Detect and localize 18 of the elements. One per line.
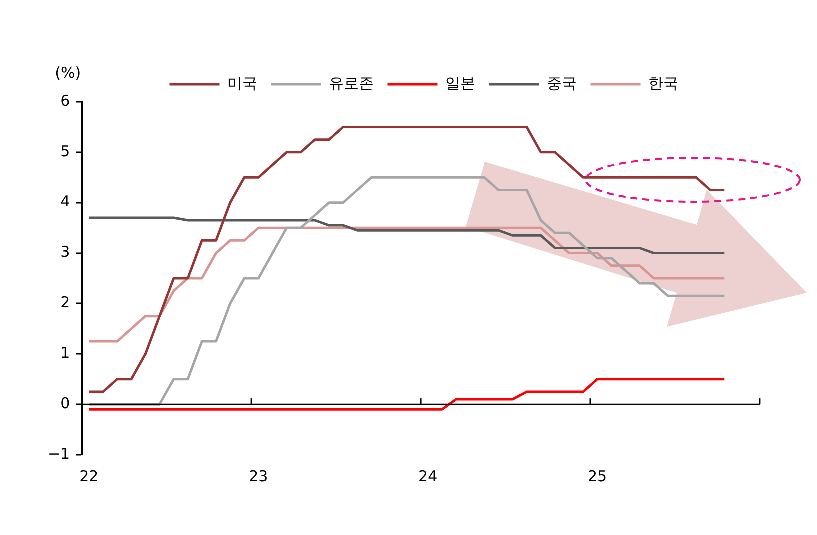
legend-label: 미국	[227, 74, 258, 92]
legend-label: 한국	[648, 74, 678, 92]
x-tick-label: 24	[418, 467, 438, 486]
y-tick-label: 1	[60, 344, 70, 362]
legend-label: 유로존	[328, 74, 374, 92]
x-tick-label: 22	[80, 467, 99, 486]
y-tick-label: 0	[60, 394, 70, 412]
y-axis-title: (%)	[55, 64, 82, 82]
y-tick-label: 3	[60, 243, 70, 262]
y-tick-label: −1	[48, 444, 70, 463]
y-tick-label: 4	[60, 192, 70, 211]
y-tick-label: 5	[60, 142, 70, 160]
legend-label: 일본	[445, 74, 476, 92]
legend-label: 중국	[546, 74, 577, 92]
y-tick-label: 2	[60, 294, 70, 312]
y-tick-label: 6	[60, 92, 70, 110]
x-tick-label: 25	[588, 467, 608, 486]
x-tick-label: 23	[249, 467, 268, 486]
